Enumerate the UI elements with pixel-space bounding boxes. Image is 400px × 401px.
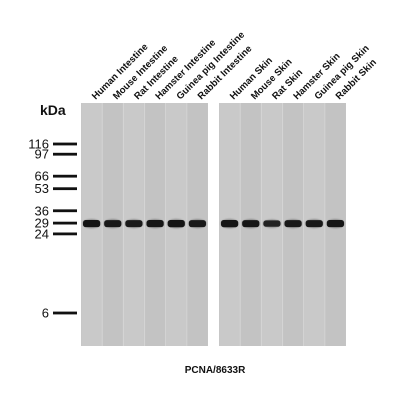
ladder-tick — [53, 311, 77, 315]
ladder-tick — [53, 152, 77, 156]
antibody-label: PCNA/8633R — [185, 365, 246, 376]
protein-band — [146, 220, 164, 228]
ladder-tick — [53, 142, 77, 146]
ladder-label: 6 — [42, 306, 49, 321]
protein-band — [242, 220, 260, 228]
ladder-label: 116 — [28, 137, 49, 152]
unit-label: kDa — [40, 102, 66, 118]
ladder-label: 97 — [35, 147, 49, 162]
ladder-label: 36 — [35, 203, 49, 218]
protein-band — [326, 220, 345, 228]
ladder-label: 66 — [35, 169, 49, 184]
ladder-tick — [53, 221, 77, 225]
ladder-label: 24 — [35, 226, 49, 241]
protein-band — [104, 220, 122, 228]
protein-bands — [82, 218, 345, 229]
protein-band — [83, 220, 101, 228]
ladder-label: 53 — [35, 181, 49, 196]
protein-band — [284, 220, 302, 228]
protein-band — [188, 220, 207, 228]
ladder-label: 29 — [35, 216, 49, 231]
protein-band — [125, 220, 143, 228]
ladder-tick — [53, 174, 77, 178]
protein-band — [167, 220, 185, 228]
ladder-tick — [53, 187, 77, 191]
protein-band — [263, 220, 281, 227]
ladder-tick — [53, 209, 77, 213]
ladder-tick — [53, 232, 77, 236]
protein-band — [305, 220, 323, 228]
protein-band — [221, 220, 239, 228]
